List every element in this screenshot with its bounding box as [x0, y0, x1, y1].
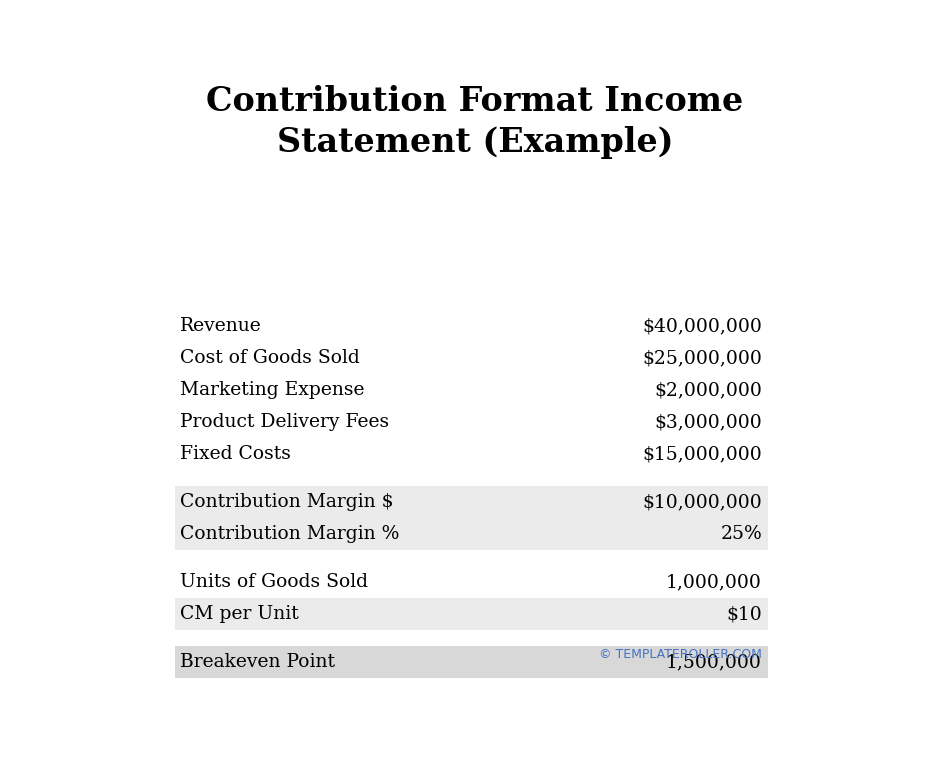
Text: Breakeven Point: Breakeven Point: [180, 653, 335, 671]
Text: Revenue: Revenue: [180, 317, 262, 335]
Text: Contribution Format Income
Statement (Example): Contribution Format Income Statement (Ex…: [206, 85, 744, 159]
Text: 25%: 25%: [720, 525, 762, 543]
Bar: [175, 486, 768, 518]
Text: Contribution Margin %: Contribution Margin %: [180, 525, 399, 543]
Text: Cost of Goods Sold: Cost of Goods Sold: [180, 349, 360, 367]
Text: CM per Unit: CM per Unit: [180, 605, 298, 623]
Text: $10: $10: [726, 605, 762, 623]
Bar: [175, 518, 768, 550]
Text: Units of Goods Sold: Units of Goods Sold: [180, 573, 368, 591]
Text: $40,000,000: $40,000,000: [642, 317, 762, 335]
Text: $25,000,000: $25,000,000: [642, 349, 762, 367]
Text: $15,000,000: $15,000,000: [642, 445, 762, 463]
Bar: [175, 598, 768, 630]
Text: Fixed Costs: Fixed Costs: [180, 445, 291, 463]
Text: 1,000,000: 1,000,000: [666, 573, 762, 591]
Text: Product Delivery Fees: Product Delivery Fees: [180, 413, 390, 431]
Text: 1,500,000: 1,500,000: [666, 653, 762, 671]
Text: $3,000,000: $3,000,000: [655, 413, 762, 431]
Text: $2,000,000: $2,000,000: [655, 381, 762, 399]
Text: Contribution Margin $: Contribution Margin $: [180, 493, 393, 511]
Text: Marketing Expense: Marketing Expense: [180, 381, 365, 399]
Bar: [175, 646, 768, 678]
Text: $10,000,000: $10,000,000: [642, 493, 762, 511]
Text: © TEMPLATEROLLER.COM: © TEMPLATEROLLER.COM: [599, 648, 762, 661]
